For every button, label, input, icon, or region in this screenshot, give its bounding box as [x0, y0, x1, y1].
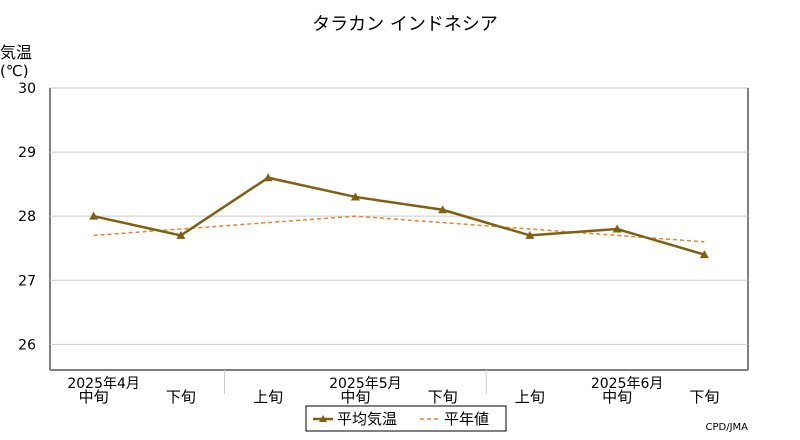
y-tick-label-28: 28 [18, 209, 36, 225]
data-point-average [699, 250, 709, 259]
series-line-average [93, 176, 705, 256]
legend-box [305, 405, 507, 432]
data-point-average [176, 230, 186, 239]
y-axis-label: 気温 [0, 43, 32, 62]
x-tick-label: 上旬 [253, 388, 283, 406]
y-tick-labels: 26 27 28 29 30 [18, 81, 36, 353]
series-group [89, 173, 709, 259]
month-label: 2025年5月 [329, 376, 402, 392]
chart-title: タラカン インドネシア [312, 14, 498, 35]
credit-label: CPD/JMA [706, 422, 749, 433]
data-point-average [89, 211, 99, 220]
x-tick-label: 下旬 [689, 388, 719, 406]
legend-label-normal: 平年値 [444, 410, 489, 428]
legend-marker-avg [319, 415, 327, 422]
y-tick-label-27: 27 [18, 273, 36, 289]
month-label: 2025年4月 [67, 376, 140, 392]
x-tick-label: 下旬 [166, 388, 196, 406]
data-point-average [263, 173, 273, 182]
x-tick-label: 中旬 [602, 388, 632, 406]
x-tick-label: 中旬 [340, 388, 370, 406]
month-label: 2025年6月 [591, 376, 664, 392]
grid-lines [50, 151, 748, 345]
legend: 平均気温 平年値 [305, 405, 507, 432]
y-tick-label-30: 30 [18, 81, 36, 97]
legend-label-avg: 平均気温 [337, 410, 397, 428]
x-tick-label: 中旬 [79, 388, 109, 406]
data-point-average [525, 230, 535, 239]
data-point-average [438, 205, 448, 214]
x-tick-label: 上旬 [515, 388, 545, 406]
x-tick-label: 下旬 [428, 388, 458, 406]
data-point-average [612, 224, 622, 233]
x-tick-labels: 中旬 下旬 上旬 中旬 下旬 上旬 中旬 下旬 2025年4月 2025年5月 2025年6月 [67, 370, 719, 406]
y-tick-label-26: 26 [18, 337, 36, 353]
y-tick-label-29: 29 [18, 145, 36, 161]
data-point-average [350, 192, 360, 201]
plot-area [49, 87, 749, 371]
y-axis-unit: (℃) [0, 62, 29, 80]
